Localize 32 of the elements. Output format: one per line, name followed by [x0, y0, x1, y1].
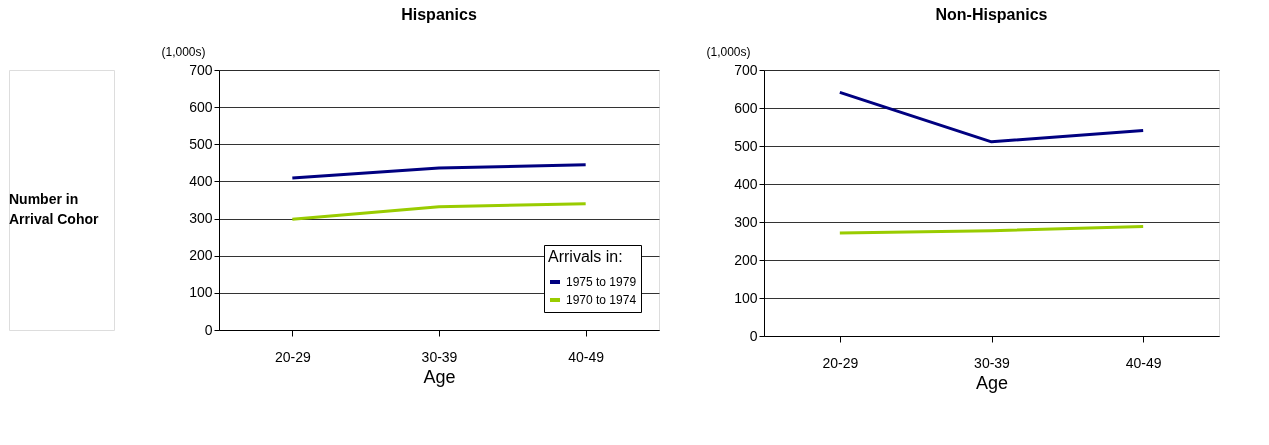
- y-tick-label: 300: [734, 213, 758, 230]
- y-axis-title: (1,000s): [706, 44, 751, 59]
- legend-label: 1970 to 1974: [566, 293, 637, 307]
- x-tick-label: 30-39: [974, 354, 1011, 371]
- chart-title: Non-Hispanics: [935, 6, 1048, 23]
- x-axis-title: Age: [975, 372, 1009, 393]
- y-tick-label: 300: [189, 210, 213, 227]
- x-tick-label: 30-39: [421, 348, 458, 365]
- y-axis-title: (1,000s): [161, 44, 206, 59]
- y-tick-label: 0: [749, 327, 758, 344]
- y-tick-label: 400: [734, 175, 758, 192]
- legend-title: Arrivals in:: [548, 248, 623, 265]
- y-tick-label: 600: [189, 98, 213, 115]
- legend-label: 1975 to 1979: [566, 275, 637, 289]
- y-tick-label: 200: [734, 251, 758, 268]
- x-axis-title: Age: [423, 366, 456, 387]
- y-tick-label: 200: [189, 247, 213, 264]
- x-tick-label: 40-49: [568, 348, 605, 365]
- y-tick-label: 600: [734, 99, 758, 116]
- chart-title: Hispanics: [401, 6, 477, 23]
- y-tick-label: 100: [734, 289, 758, 306]
- x-tick-label: 20-29: [274, 348, 311, 365]
- y-tick-label: 400: [189, 172, 213, 189]
- x-tick-label: 20-29: [822, 354, 859, 371]
- y-tick-label: 500: [734, 137, 758, 154]
- y-tick-label: 700: [734, 61, 758, 78]
- y-tick-label: 100: [189, 284, 213, 301]
- text: Number in Arrival Cohor: [9, 191, 100, 227]
- y-tick-label: 500: [189, 135, 213, 152]
- x-tick-label: 40-49: [1125, 354, 1162, 371]
- y-tick-label: 700: [189, 61, 213, 78]
- y-tick-label: 0: [204, 321, 213, 338]
